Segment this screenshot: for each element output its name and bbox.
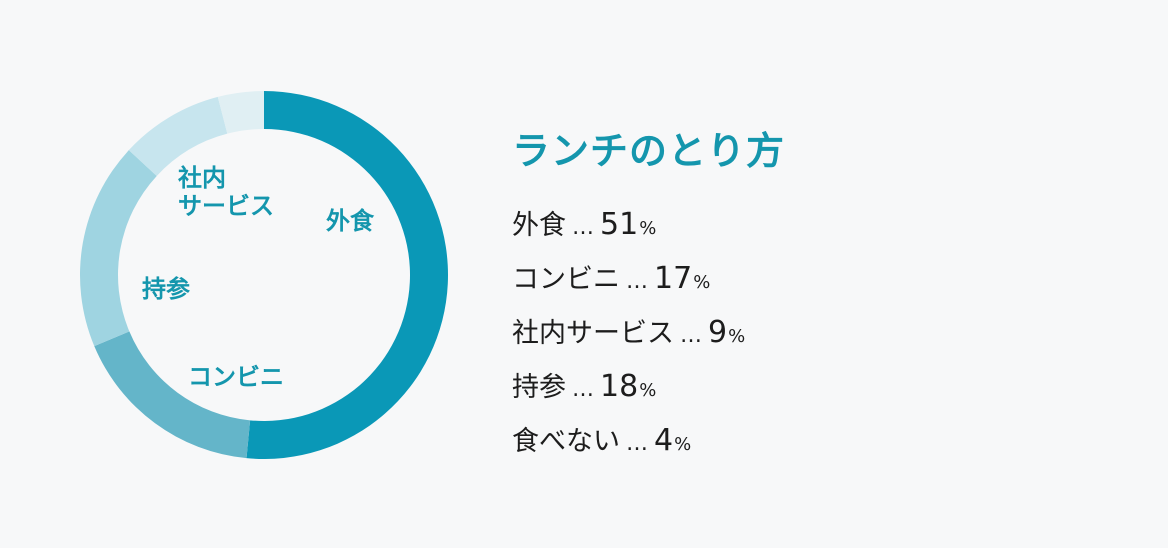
donut-slice-4 [217, 91, 264, 134]
legend: 外食… 51% コンビニ… 17% 社内サービス… 9% 持参… 18% 食べない… 4% [512, 198, 745, 468]
legend-item-value: 4 [654, 423, 674, 458]
legend-item-name: コンビニ [512, 264, 620, 295]
legend-item-unit: % [693, 272, 711, 293]
legend-separator: … [572, 215, 594, 240]
legend-item-name: 食べない [512, 426, 620, 457]
legend-item: 外食… 51% [512, 198, 745, 252]
legend-item-unit: % [674, 434, 692, 455]
legend-item-unit: % [639, 380, 657, 401]
legend-separator: … [626, 431, 648, 456]
legend-separator: … [680, 323, 702, 348]
legend-item: コンビニ… 17% [512, 252, 745, 306]
slice-label-1: コンビニ [188, 363, 284, 391]
legend-item-value: 51 [600, 207, 639, 242]
legend-item: 社内サービス… 9% [512, 306, 745, 360]
legend-item-value: 18 [600, 369, 639, 404]
legend-item: 持参… 18% [512, 360, 745, 414]
legend-item-unit: % [728, 326, 746, 347]
slice-label-3: 社内サービス [178, 164, 274, 220]
legend-item: 食べない… 4% [512, 414, 745, 468]
slice-label-2: 持参 [142, 275, 190, 303]
legend-item-value: 17 [654, 261, 693, 296]
legend-item-name: 持参 [512, 372, 566, 403]
donut-slice-3 [128, 96, 228, 176]
legend-item-name: 社内サービス [512, 318, 674, 349]
legend-separator: … [572, 377, 594, 402]
legend-item-unit: % [639, 218, 657, 239]
donut-slice-2 [80, 150, 157, 347]
legend-item-value: 9 [708, 315, 728, 350]
legend-separator: … [626, 269, 648, 294]
slice-label-0: 外食 [326, 207, 375, 235]
chart-title: ランチのとり方 [512, 129, 786, 173]
legend-item-name: 外食 [512, 210, 566, 241]
donut-slice-1 [94, 331, 251, 459]
donut-slice-0 [246, 91, 448, 459]
